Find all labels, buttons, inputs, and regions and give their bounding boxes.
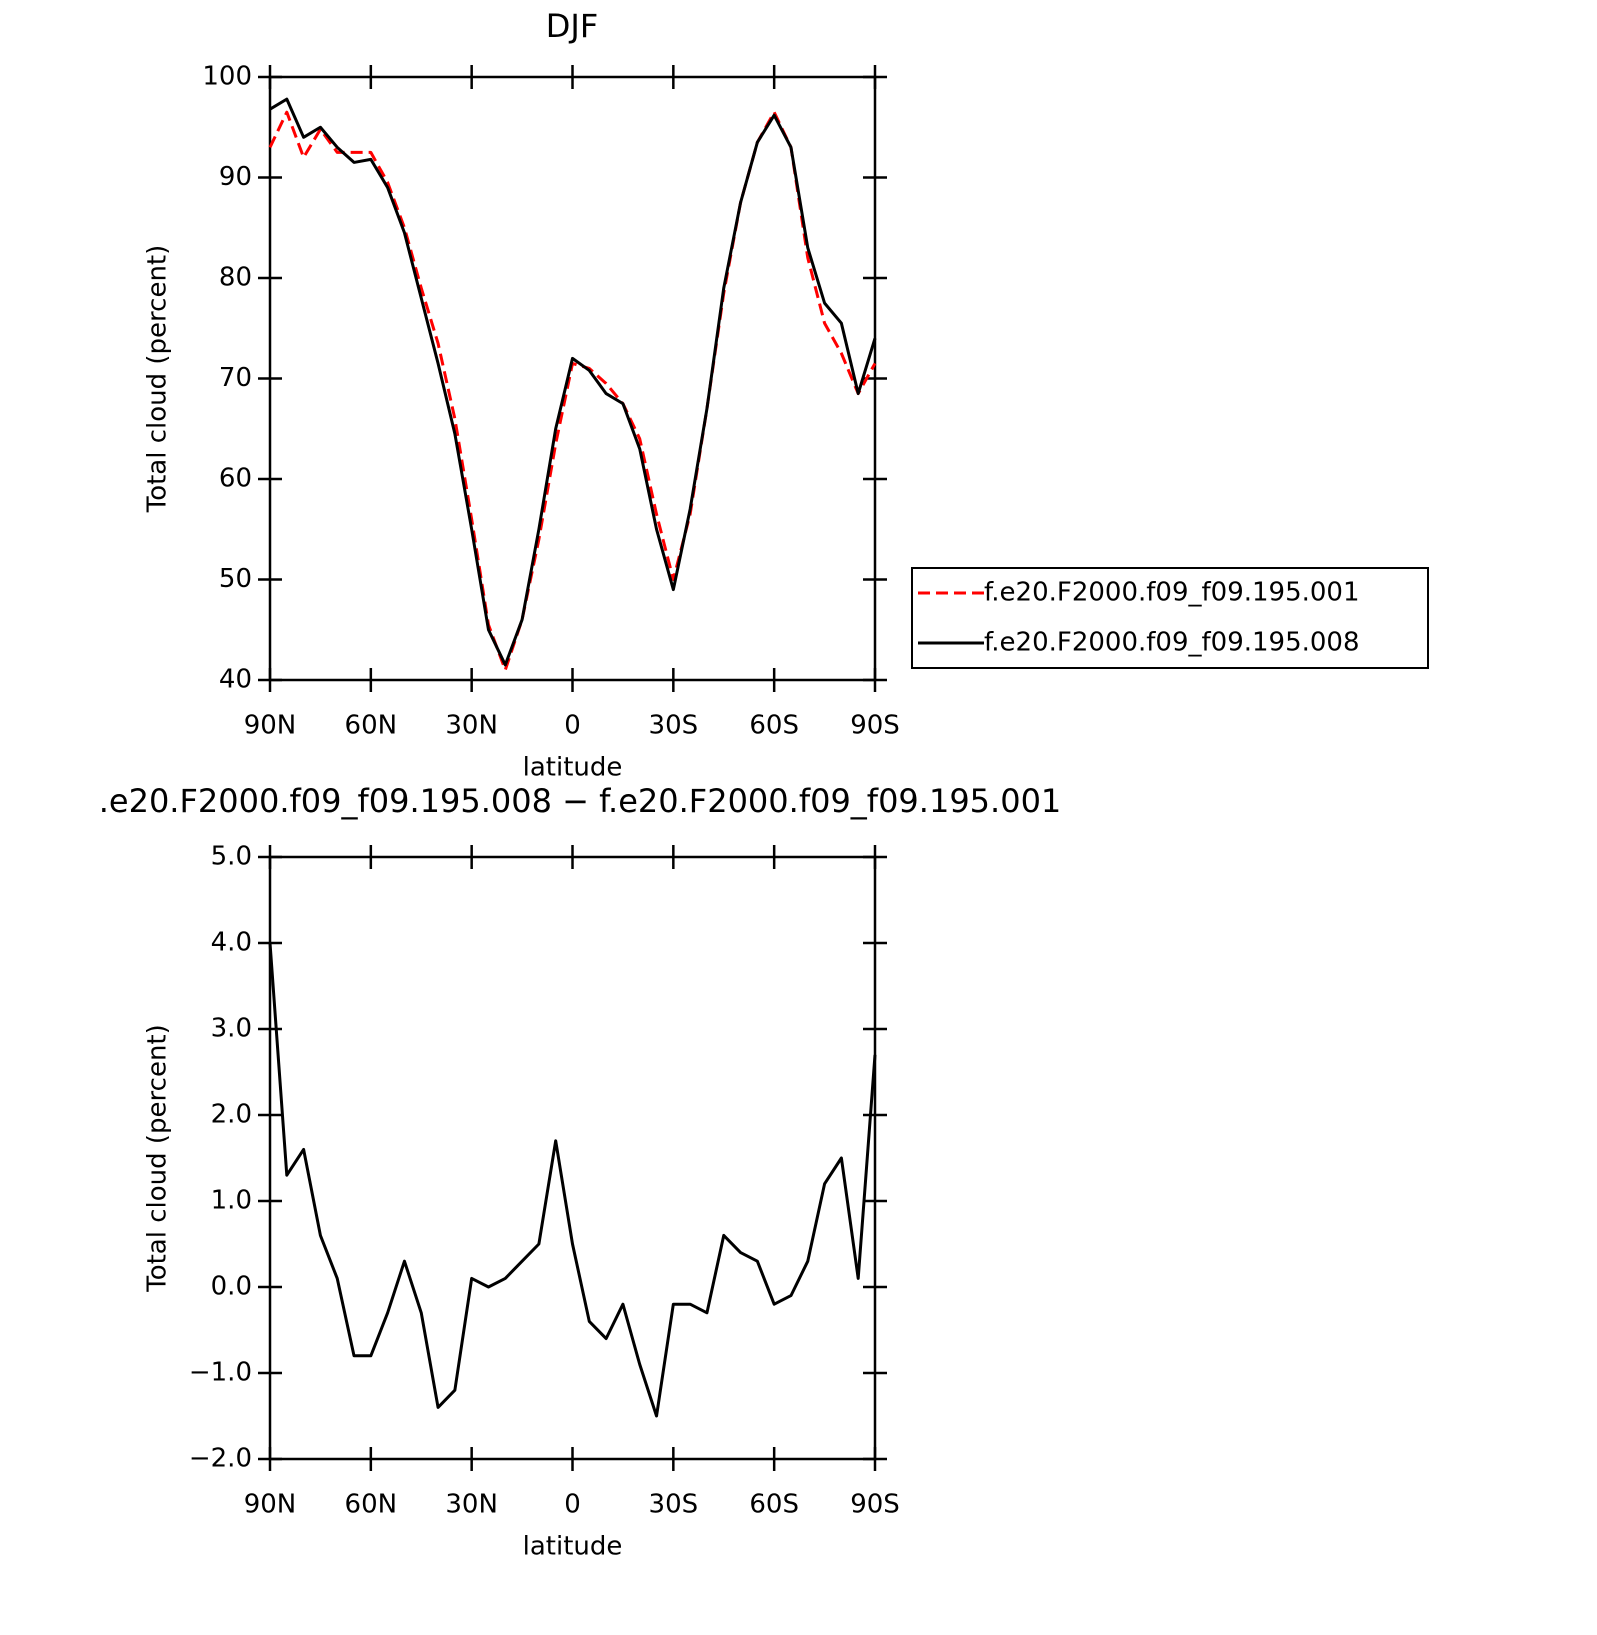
x-tick-label: 90N <box>244 711 297 741</box>
chart-title: DJF <box>546 7 598 45</box>
y-axis-label: Total cloud (percent) <box>143 1024 173 1293</box>
y-tick-label: 3.0 <box>211 1014 252 1044</box>
y-tick-label: 100 <box>202 62 252 92</box>
y-tick-label: 80 <box>219 263 252 293</box>
x-tick-label: 30S <box>649 711 699 741</box>
y-tick-label: 70 <box>219 363 252 393</box>
y-tick-label: 50 <box>219 564 252 594</box>
x-tick-label: 90S <box>850 711 900 741</box>
legend-label: f.e20.F2000.f09_f09.195.001 <box>984 578 1360 608</box>
x-tick-label: 60S <box>749 711 799 741</box>
data-line <box>269 97 877 667</box>
y-tick-label: 40 <box>219 665 252 695</box>
y-tick-label: −1.0 <box>189 1358 252 1388</box>
x-tick-label: 60S <box>749 1490 799 1520</box>
x-tick-label: 30S <box>649 1490 699 1520</box>
y-tick-label: 90 <box>219 162 252 192</box>
x-tick-label: 30N <box>445 1490 498 1520</box>
x-tick-label: 0 <box>564 1490 581 1520</box>
x-axis-label: latitude <box>523 753 623 783</box>
legend-label: f.e20.F2000.f09_f09.195.008 <box>984 628 1360 658</box>
y-tick-label: 60 <box>219 464 252 494</box>
y-tick-label: 1.0 <box>211 1186 252 1216</box>
x-tick-label: 60N <box>345 1490 398 1520</box>
x-tick-label: 0 <box>564 711 581 741</box>
plot-frame <box>268 75 877 682</box>
plot-frame <box>268 855 877 1461</box>
y-axis-label: Total cloud (percent) <box>143 245 173 514</box>
y-tick-label: −2.0 <box>189 1444 252 1474</box>
data-line <box>268 942 877 1418</box>
y-tick-label: 5.0 <box>211 842 252 872</box>
y-tick-label: 2.0 <box>211 1100 252 1130</box>
y-tick-label: 4.0 <box>211 928 252 958</box>
x-tick-label: 30N <box>445 711 498 741</box>
data-line <box>268 110 877 672</box>
legend-box <box>911 567 1429 669</box>
x-axis-label: latitude <box>523 1532 623 1562</box>
chart-title: .e20.F2000.f09_f09.195.008 − f.e20.F2000… <box>99 782 1062 820</box>
x-tick-label: 60N <box>345 711 398 741</box>
y-tick-label: 0.0 <box>211 1272 252 1302</box>
x-tick-label: 90S <box>850 1490 900 1520</box>
x-tick-label: 90N <box>244 1490 297 1520</box>
